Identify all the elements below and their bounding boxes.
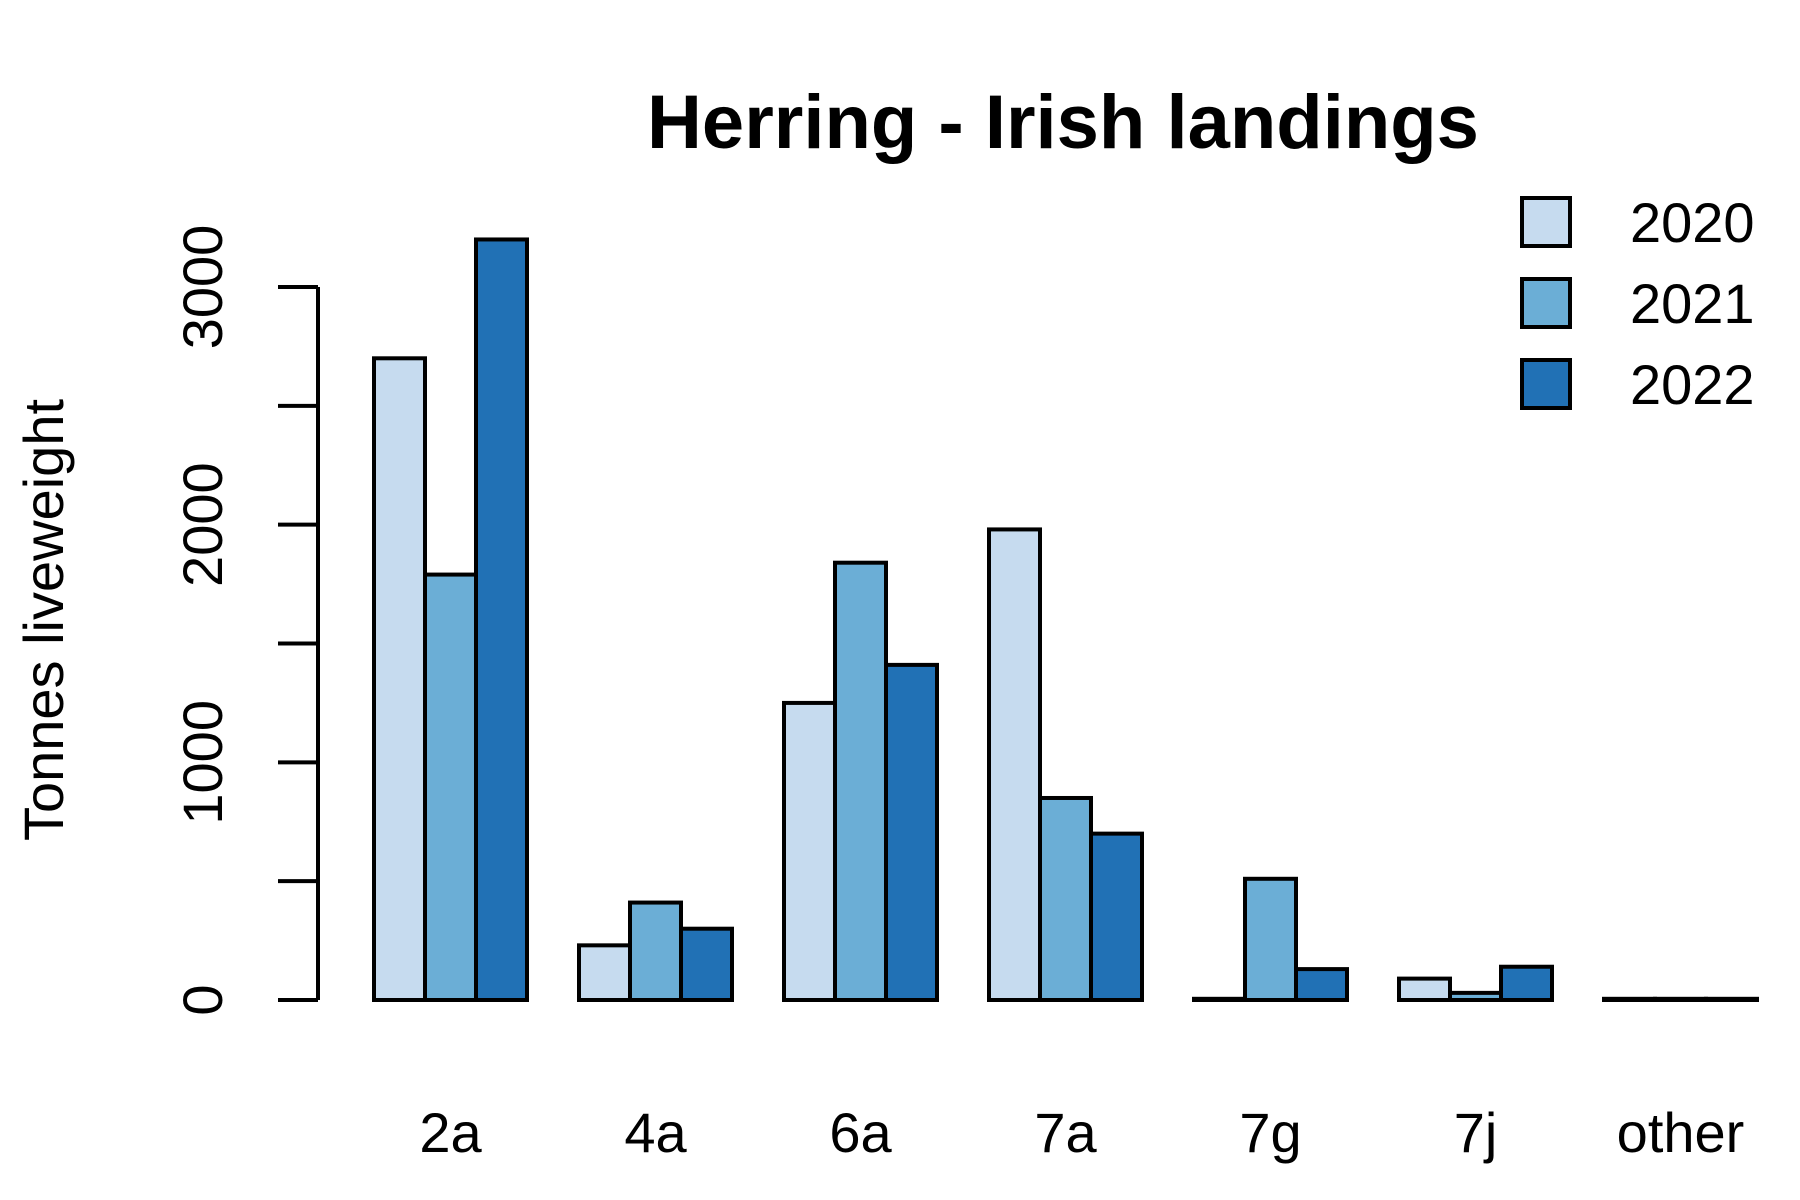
legend: 2020 2021 2022 bbox=[1520, 191, 1755, 416]
x-tick-label-other: other bbox=[1617, 1101, 1745, 1164]
x-tick-label-2a: 2a bbox=[419, 1101, 482, 1164]
y-tick-label: 2000 bbox=[171, 462, 234, 587]
x-tick-label-7g: 7g bbox=[1239, 1101, 1301, 1164]
y-tick-label: 0 bbox=[171, 984, 234, 1015]
bar-7a-2020 bbox=[987, 527, 1042, 1002]
bar-other-2021 bbox=[1653, 996, 1708, 1002]
chart-title: Herring - Irish landings bbox=[647, 80, 1479, 165]
bar-6a-2022 bbox=[884, 662, 939, 1002]
y-axis: 0 1000 2000 3000 bbox=[171, 225, 320, 1016]
legend-label-2022: 2022 bbox=[1630, 353, 1755, 416]
x-tick-label-4a: 4a bbox=[624, 1101, 687, 1164]
bar-7g-2022 bbox=[1294, 967, 1349, 1002]
bars bbox=[372, 237, 1759, 1003]
bar-6a-2020 bbox=[782, 700, 837, 1003]
legend-swatch-2022 bbox=[1520, 358, 1572, 410]
bar-4a-2022 bbox=[679, 926, 734, 1003]
legend-swatch-2021 bbox=[1520, 277, 1572, 329]
bar-7j-2020 bbox=[1397, 976, 1452, 1002]
x-tick-label-7j: 7j bbox=[1454, 1101, 1498, 1164]
legend-label-2021: 2021 bbox=[1630, 272, 1755, 335]
bar-7a-2022 bbox=[1089, 831, 1144, 1003]
y-tick-label: 3000 bbox=[171, 225, 234, 350]
bar-7j-2021 bbox=[1448, 990, 1503, 1002]
bar-7j-2022 bbox=[1499, 964, 1554, 1003]
legend-swatch-2020 bbox=[1520, 196, 1572, 248]
y-axis-label: Tonnes liveweight bbox=[12, 399, 75, 841]
bar-2a-2022 bbox=[474, 237, 529, 1002]
bar-4a-2020 bbox=[577, 943, 632, 1003]
x-tick-label-7a: 7a bbox=[1034, 1101, 1097, 1164]
legend-label-2020: 2020 bbox=[1630, 191, 1755, 254]
bar-4a-2021 bbox=[628, 900, 683, 1002]
x-tick-label-6a: 6a bbox=[829, 1101, 892, 1164]
bar-2a-2021 bbox=[423, 572, 478, 1002]
bar-6a-2021 bbox=[833, 560, 888, 1003]
bar-7g-2020 bbox=[1192, 996, 1247, 1002]
bar-7g-2021 bbox=[1243, 876, 1298, 1002]
bar-7a-2021 bbox=[1038, 795, 1093, 1002]
bar-other-2020 bbox=[1602, 996, 1657, 1002]
x-axis-labels: 2a 4a 6a 7a 7g 7j other bbox=[419, 1101, 1744, 1164]
bar-other-2022 bbox=[1704, 996, 1759, 1002]
bar-2a-2020 bbox=[372, 356, 427, 1002]
y-tick-label: 1000 bbox=[171, 700, 234, 825]
